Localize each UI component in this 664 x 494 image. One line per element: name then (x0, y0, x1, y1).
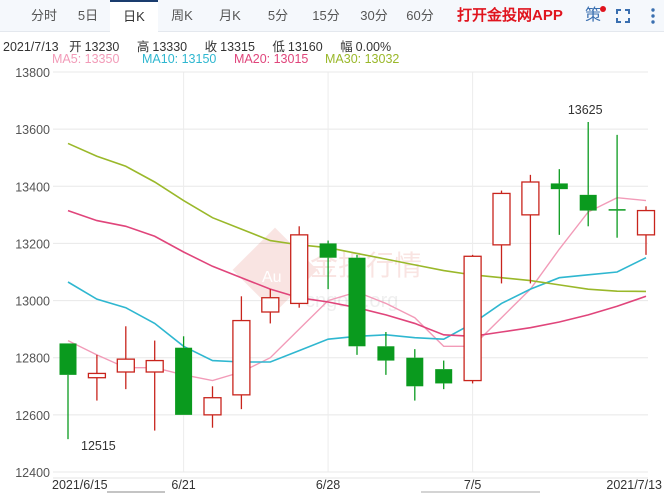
tab-1[interactable]: 5日 (77, 8, 99, 23)
watermark: Au金投行情cngold.org (232, 227, 422, 313)
svg-text:Au: Au (262, 269, 282, 286)
x-tick-label: 2021/6/15 (52, 478, 108, 492)
candle[interactable] (550, 169, 568, 235)
candle[interactable] (261, 289, 280, 324)
candle[interactable] (492, 190, 511, 284)
change-value: 0.00% (355, 40, 392, 54)
high-value: 13330 (152, 40, 188, 54)
candle[interactable] (377, 332, 395, 375)
ma-legend-item: MA10: 13150 (142, 52, 217, 66)
tab-8[interactable]: 60分 (406, 8, 434, 23)
candle[interactable] (175, 336, 193, 415)
y-tick-label: 13000 (15, 295, 50, 309)
candle[interactable] (435, 360, 453, 390)
candle[interactable] (319, 240, 337, 290)
candle[interactable] (521, 174, 540, 284)
candle[interactable] (232, 296, 251, 410)
ma-legend-item: MA5: 13350 (52, 52, 120, 66)
candle[interactable] (145, 340, 164, 431)
candle[interactable] (579, 122, 597, 227)
high-label: 高 (136, 40, 150, 54)
tab-4[interactable]: 月K (219, 8, 241, 23)
fullscreen-icon[interactable] (616, 9, 630, 23)
x-tick-label: 7/5 (464, 478, 481, 492)
close-value: 13315 (220, 40, 255, 54)
candle[interactable] (116, 326, 135, 390)
change-label: 幅 (340, 40, 353, 54)
candle[interactable] (290, 226, 309, 308)
y-tick-label: 12400 (15, 466, 50, 480)
open-label: 开 (69, 40, 82, 54)
y-tick-label: 13400 (15, 180, 50, 194)
candle[interactable] (203, 386, 222, 428)
info-date: 2021/7/13 (3, 40, 59, 54)
y-tick-label: 12800 (15, 352, 50, 366)
low-value: 13160 (287, 40, 323, 54)
tab-2[interactable]: 日K (110, 0, 158, 32)
low-label: 低 (272, 40, 285, 54)
tab-7[interactable]: 30分 (360, 8, 388, 23)
notification-dot-icon (600, 6, 606, 12)
candle[interactable] (636, 206, 656, 255)
tab-6[interactable]: 15分 (312, 8, 340, 23)
tab-5[interactable]: 5分 (267, 8, 289, 23)
open-app-link[interactable]: 打开金投网APP (457, 7, 563, 24)
x-tick-label: 6/28 (316, 478, 340, 492)
candle[interactable] (406, 349, 424, 401)
ma-line-ma30 (67, 142, 647, 293)
candle[interactable] (59, 343, 77, 440)
ma-legend-item: MA20: 13015 (234, 52, 309, 66)
y-tick-label: 13600 (15, 123, 50, 137)
open-value: 13230 (84, 40, 120, 54)
candle[interactable] (608, 134, 626, 238)
close-label: 收 (204, 40, 218, 54)
candle[interactable] (87, 354, 107, 401)
extreme-value-label: 12515 (81, 439, 116, 453)
candle[interactable] (463, 254, 482, 384)
tab-0[interactable]: 分时 (30, 8, 57, 23)
tab-3[interactable]: 周K (171, 8, 193, 23)
y-tick-label: 13800 (15, 66, 50, 80)
period-tab-bar: 打开金投网APP 策 分时 5日 日K 周K 月K 5分 15分 30分 60分 (0, 0, 664, 32)
y-tick-label: 13200 (15, 237, 50, 251)
more-options-icon[interactable] (651, 7, 655, 25)
extreme-value-label: 13625 (568, 103, 603, 117)
strategy-button[interactable]: 策 (585, 7, 602, 24)
ma-legend-item: MA30: 13032 (325, 52, 400, 66)
y-tick-label: 12600 (15, 409, 50, 423)
x-tick-label: 6/21 (171, 478, 195, 492)
x-tick-label: 2021/7/13 (606, 478, 662, 492)
candle[interactable] (348, 254, 366, 355)
